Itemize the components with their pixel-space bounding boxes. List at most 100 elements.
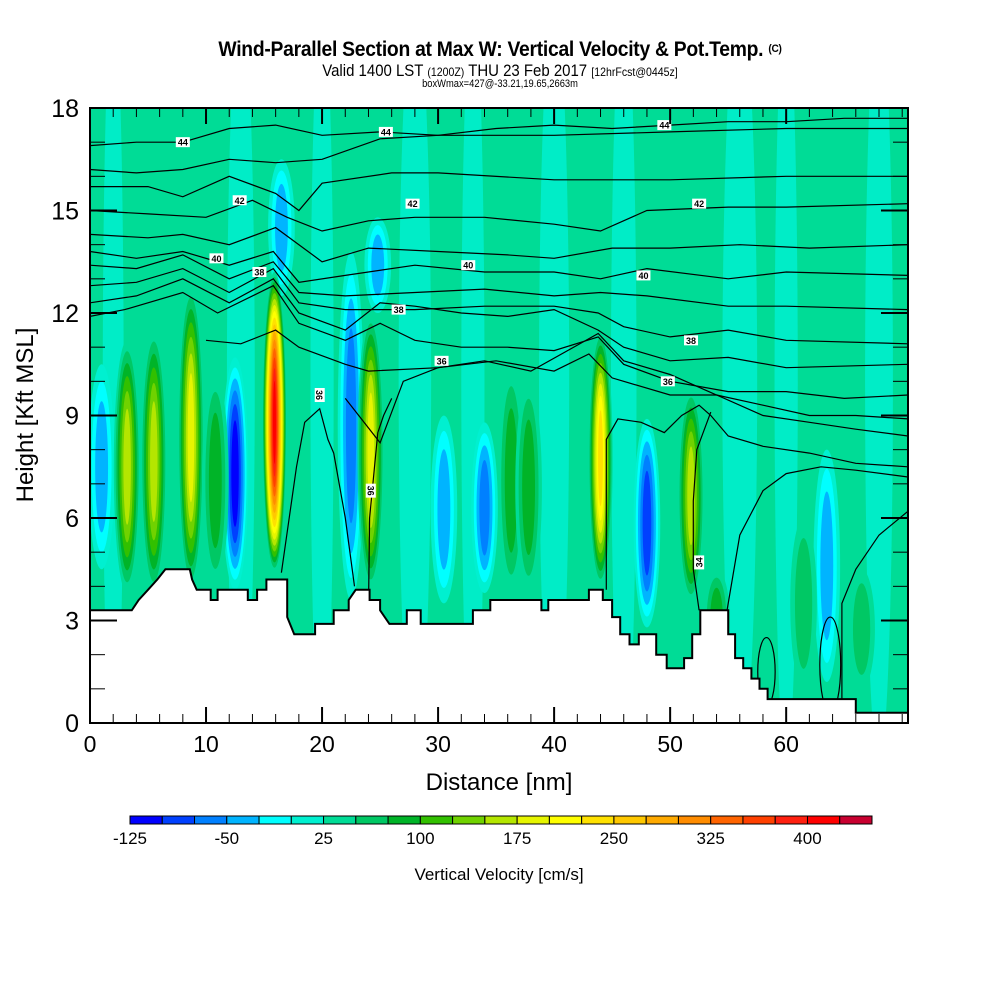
contour-label: 42 bbox=[232, 195, 247, 206]
weak-subsidence-band bbox=[722, 108, 758, 723]
updraft-cell bbox=[177, 285, 205, 590]
colorbar-segment bbox=[581, 815, 615, 825]
updraft-cell bbox=[201, 374, 229, 587]
contour-label: 42 bbox=[692, 198, 707, 209]
weak-subsidence-band bbox=[539, 108, 570, 723]
x-tick-label: 50 bbox=[657, 731, 683, 757]
x-axis-label: Distance [nm] bbox=[426, 769, 573, 796]
contour-label: 40 bbox=[209, 253, 224, 264]
colorbar-segment bbox=[194, 815, 228, 825]
updraft-cell bbox=[677, 388, 705, 604]
contour-label-text: 38 bbox=[686, 336, 696, 346]
theta-isoline-44 bbox=[90, 127, 908, 174]
velocity-contour-band bbox=[95, 401, 109, 533]
contour-label: 44 bbox=[657, 120, 672, 131]
contour-label-text: 36 bbox=[314, 390, 324, 400]
box-info: boxWmax=427@-33.21,19.65,2663m bbox=[422, 78, 578, 90]
colorbar-segment bbox=[516, 815, 550, 825]
valid-date: THU 23 Feb 2017 bbox=[468, 61, 588, 80]
contour-label-box bbox=[636, 270, 651, 281]
y-tick-label: 9 bbox=[65, 403, 79, 431]
colorbar-segment bbox=[258, 815, 292, 825]
contour-label-box bbox=[378, 126, 393, 137]
theta-isoline-44 bbox=[90, 117, 908, 147]
x-tick-label: 20 bbox=[309, 731, 335, 757]
theta-isoline-34 bbox=[841, 510, 908, 703]
colorbar: -125 -50 25 100 175 250 325 400 bbox=[113, 815, 873, 848]
colorbar-segment bbox=[613, 815, 647, 825]
contour-label-box bbox=[391, 304, 406, 315]
updraft-cell bbox=[357, 313, 385, 590]
colorbar-segment bbox=[129, 815, 163, 825]
velocity-contour-band bbox=[504, 408, 518, 553]
x-tick-label: 60 bbox=[773, 731, 799, 757]
y-tick-label: 18 bbox=[51, 95, 79, 123]
weak-subsidence-band bbox=[398, 108, 432, 723]
contour-label: 40 bbox=[461, 260, 476, 271]
colorbar-segment bbox=[484, 815, 518, 825]
theta-isoline-42 bbox=[90, 226, 908, 263]
theta-isoline-40 bbox=[90, 267, 908, 345]
colorbar-label: Vertical Velocity [cm/s] bbox=[414, 865, 583, 884]
contour-label-text: 42 bbox=[694, 199, 704, 209]
velocity-contour-band bbox=[275, 183, 288, 272]
updraft-cell bbox=[790, 518, 817, 689]
velocity-contour-band bbox=[231, 420, 239, 527]
contour-label-box bbox=[434, 355, 449, 366]
downdraft-cell bbox=[221, 357, 249, 590]
contour-label-text: 38 bbox=[394, 305, 404, 315]
terrain bbox=[90, 568, 908, 723]
theta-isoline-40 bbox=[90, 254, 908, 311]
colorbar-segment bbox=[226, 815, 260, 825]
colorbar-segment bbox=[774, 815, 808, 825]
theta-isoline-34 bbox=[692, 411, 712, 611]
contour-label: 44 bbox=[175, 137, 190, 148]
velocity-contour-band bbox=[187, 373, 195, 503]
colorbar-segment bbox=[742, 815, 776, 825]
y-tick-label: 6 bbox=[65, 505, 79, 533]
velocity-contour-band bbox=[367, 392, 375, 511]
contour-label: 42 bbox=[405, 198, 420, 209]
y-tick-label: 3 bbox=[65, 608, 79, 636]
contour-label-box bbox=[660, 376, 675, 387]
downdraft-cell bbox=[430, 415, 458, 604]
contour-label-box bbox=[314, 388, 325, 402]
colorbar-tick-label: -125 bbox=[113, 829, 147, 848]
contour-label-text: 42 bbox=[235, 196, 245, 206]
contour-label-box bbox=[694, 555, 705, 570]
valid-time: Valid 1400 LST bbox=[322, 61, 424, 80]
contour-label-box bbox=[657, 120, 672, 131]
colorbar-tick-label: 250 bbox=[600, 829, 628, 848]
colorbar-segment bbox=[452, 815, 486, 825]
velocity-contour-band bbox=[345, 328, 357, 524]
velocity-contour-band bbox=[437, 449, 451, 570]
contour-label: 38 bbox=[391, 304, 406, 315]
colorbar-segment bbox=[677, 815, 712, 825]
forecast-info: [12hrFcst@0445z] bbox=[591, 65, 678, 79]
colorbar-segment bbox=[161, 815, 196, 825]
theta-isoline-40 bbox=[90, 250, 908, 283]
contour-label-text: 44 bbox=[178, 138, 188, 148]
colorbar-segment bbox=[290, 815, 325, 825]
colorbar-segment bbox=[387, 815, 421, 825]
theta-isoline-36 bbox=[344, 353, 908, 445]
colorbar-tick-label: 175 bbox=[503, 829, 531, 848]
contour-label: 36 bbox=[314, 388, 325, 402]
updraft-cell bbox=[140, 330, 168, 594]
velocity-contour-band bbox=[208, 412, 222, 549]
updraft-cell bbox=[588, 330, 613, 587]
contour-label-box bbox=[684, 335, 699, 346]
contour-label-box bbox=[209, 253, 224, 264]
colorbar-tick-label: -50 bbox=[214, 829, 239, 848]
colorbar-tick-label: 400 bbox=[793, 829, 821, 848]
downdraft-cell bbox=[90, 364, 115, 570]
chart-title: Wind-Parallel Section at Max W: Vertical… bbox=[40, 38, 960, 62]
colorbar-segment bbox=[548, 815, 583, 825]
y-tick-label: 12 bbox=[51, 300, 79, 328]
theta-isoline-36 bbox=[280, 407, 356, 587]
velocity-contour-band bbox=[123, 408, 131, 525]
contour-label-box bbox=[405, 198, 420, 209]
colorbar-segment bbox=[806, 815, 841, 825]
weak-subsidence-band bbox=[610, 108, 637, 723]
